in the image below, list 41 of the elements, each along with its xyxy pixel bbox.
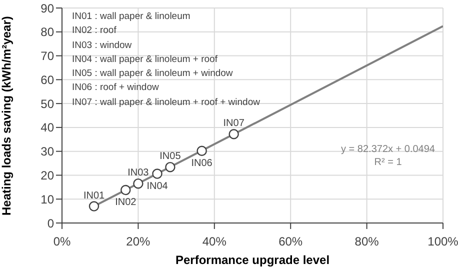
annotation: IN04: [146, 180, 168, 192]
y-tick-label: 60: [40, 72, 54, 87]
annotation: IN02: [115, 197, 137, 208]
y-axis-title: Heating loads saving (kWh/m²year): [0, 16, 14, 216]
y-tick-label: 70: [40, 49, 54, 64]
x-tick-label: 100%: [428, 234, 458, 249]
annotation: IN05 : wall paper & linoleum + window: [72, 67, 234, 82]
x-tick-label: 0%: [53, 234, 71, 249]
point: [165, 162, 176, 172]
annotation: IN03 : window: [72, 38, 133, 53]
point: [152, 168, 162, 179]
annotation: IN06 : roof + window: [72, 81, 160, 96]
annotation: IN02 : roof: [72, 24, 118, 38]
annotation: IN07: [223, 118, 245, 130]
point: [88, 201, 100, 212]
x-tick-label: 60%: [278, 234, 303, 249]
y-tick-label: 80: [40, 25, 54, 40]
x-tick-label: 40%: [202, 234, 227, 249]
y-tick-label: 30: [40, 144, 54, 159]
x-tick-label: 20%: [126, 234, 151, 249]
annotation: IN07 : wall paper & linoleum + roof + window: [72, 96, 260, 110]
annotation: IN06: [191, 158, 213, 169]
point: [133, 178, 144, 189]
annotation: IN04 : wall paper & linoleum + roof: [72, 52, 218, 67]
annotation: IN01 : wall paper & linoleum: [72, 10, 192, 24]
point: [196, 146, 207, 156]
x-axis-title: Performance upgrade level: [175, 253, 330, 267]
y-tick-label: 20: [40, 168, 54, 182]
y-tick-label: 40: [40, 120, 54, 135]
x-tick-label: 80%: [354, 234, 380, 249]
y-tick-label: 0: [47, 216, 54, 230]
annotation: y = 82.372x + 0.0494: [341, 143, 435, 156]
annotation: IN05: [160, 151, 182, 162]
annotation: R² = 1: [373, 156, 403, 169]
annotation: IN01: [83, 190, 106, 202]
point: [228, 129, 239, 140]
y-tick-label: 10: [40, 192, 54, 206]
annotation: IN03: [128, 168, 150, 179]
point: [120, 184, 131, 196]
y-tick-label: 50: [40, 96, 54, 111]
y-tick-label: 90: [40, 1, 54, 16]
